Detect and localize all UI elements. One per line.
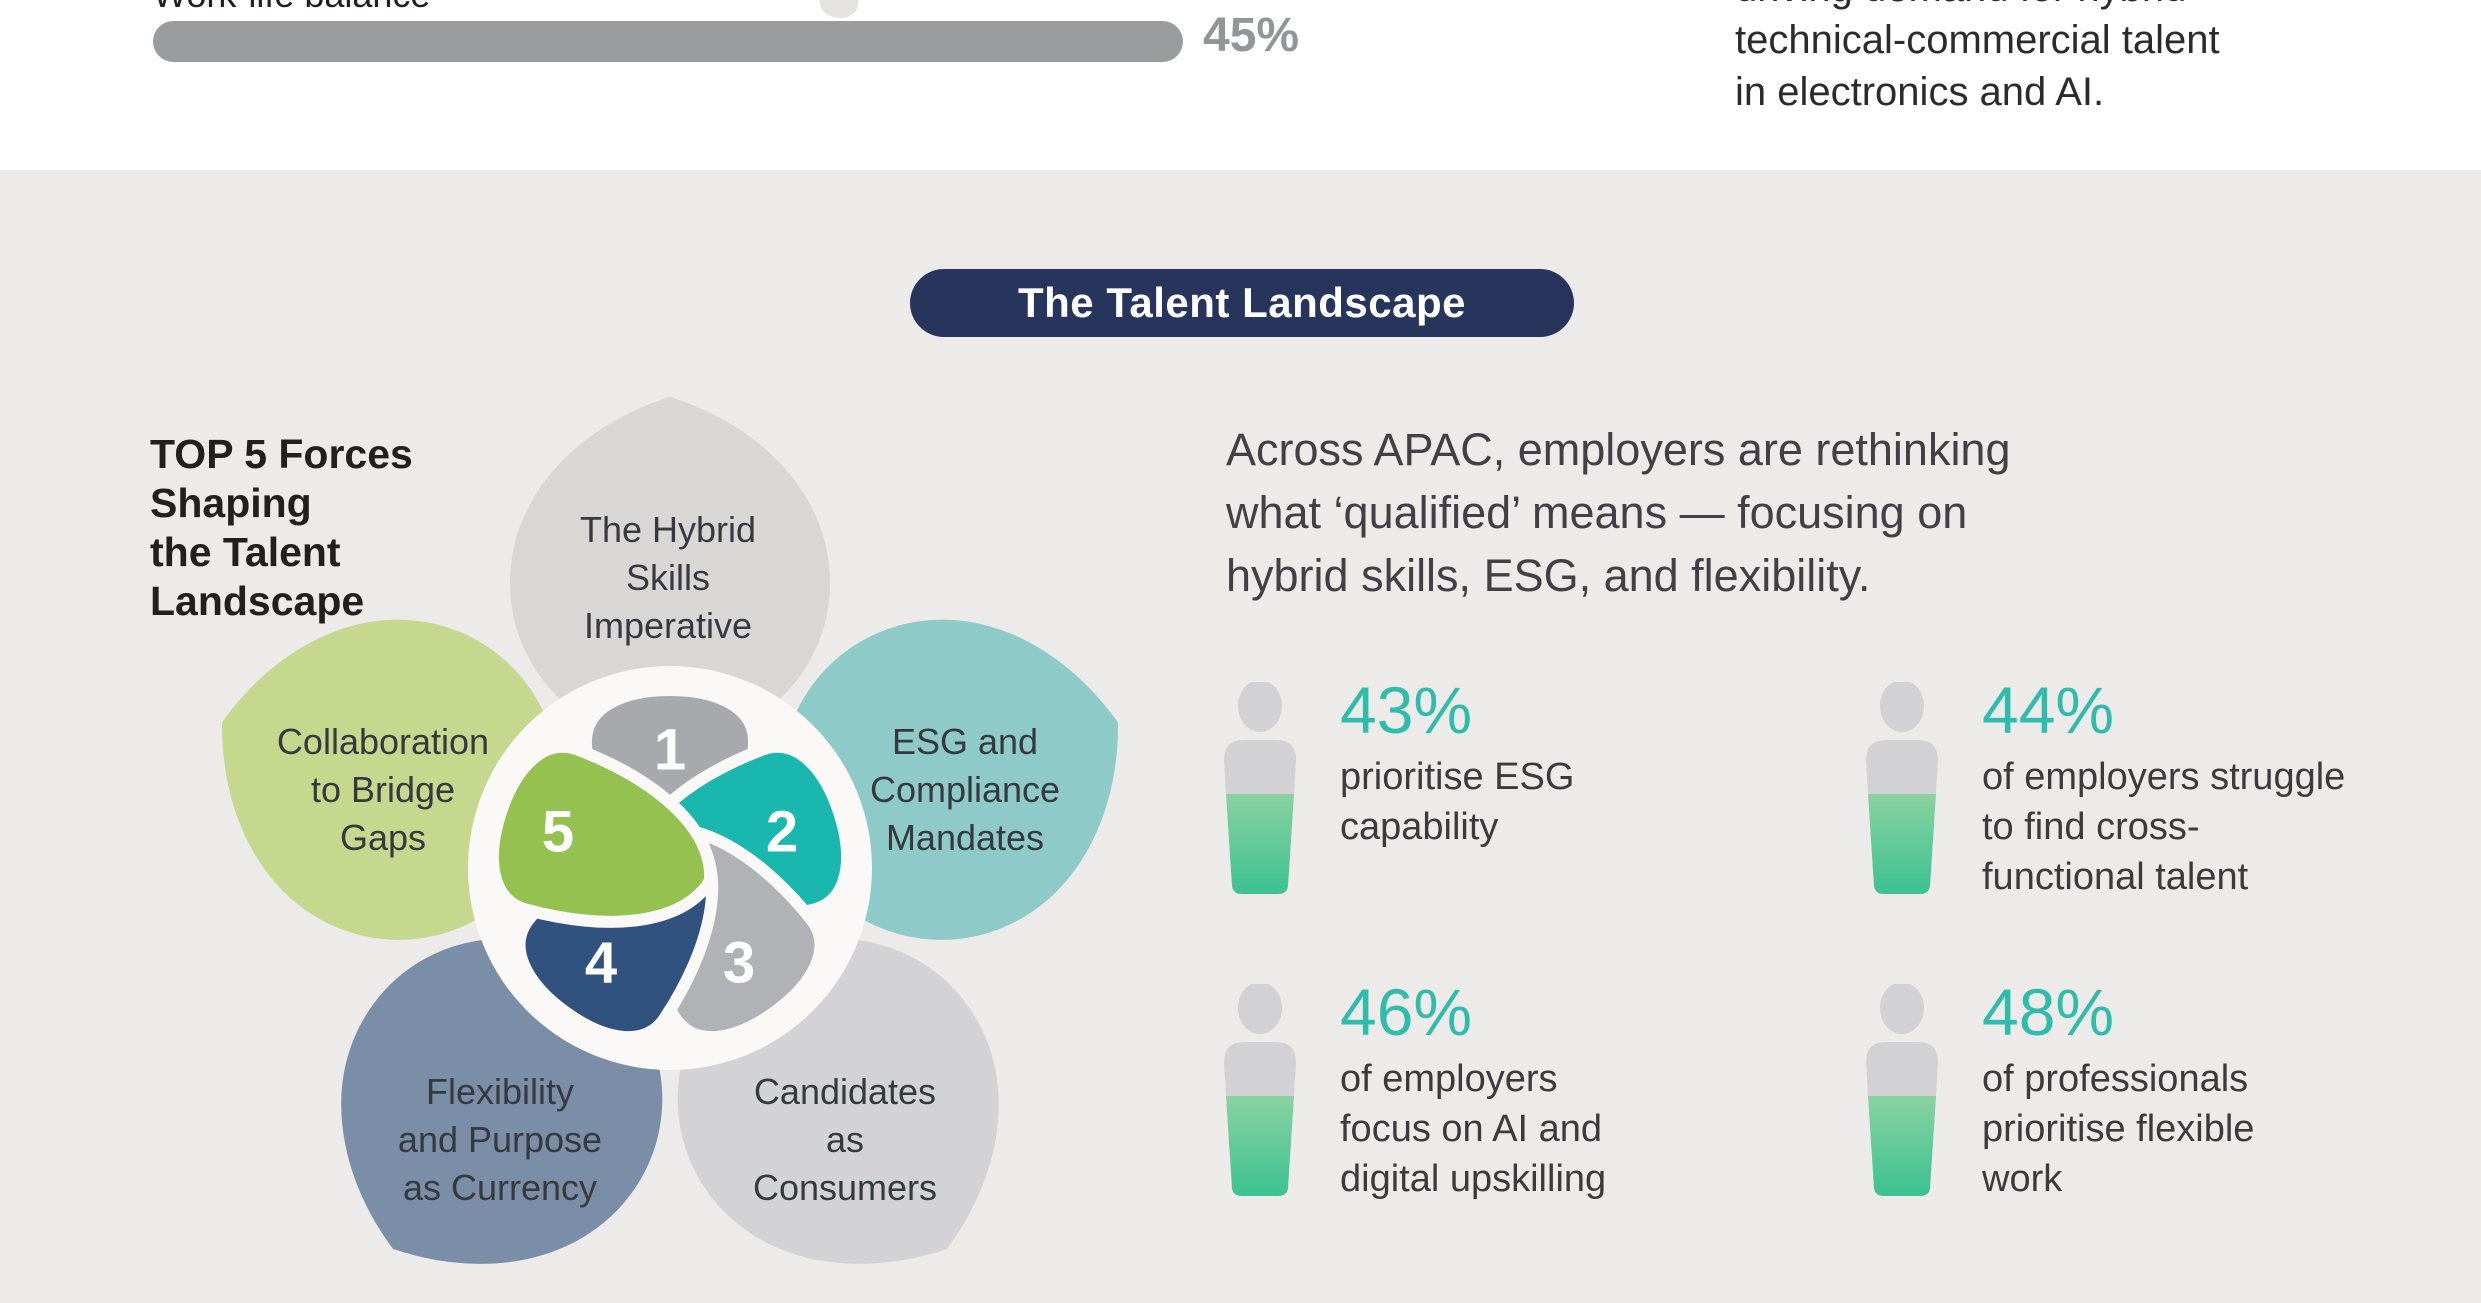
force-label-3: Candidates as Consumers bbox=[752, 1071, 938, 1208]
force-label-5: Collaboration to Bridge Gaps bbox=[276, 721, 490, 858]
stat-value: 46% bbox=[1340, 975, 1473, 1049]
intro-text: Across APAC, employers are rethinking wh… bbox=[1226, 424, 2011, 601]
stat-desc: prioritise ESG capability bbox=[1340, 756, 1575, 848]
person-icon bbox=[1866, 984, 1938, 1196]
stat-desc: of professionals prioritise flexible wor… bbox=[1982, 1058, 2255, 1200]
force-number-3: 3 bbox=[722, 930, 756, 996]
stat-block-esg: 43% prioritise ESG capability bbox=[1210, 674, 1575, 902]
top-note-line-2: technical-commercial talent bbox=[1735, 18, 2220, 62]
force-number-1: 1 bbox=[653, 717, 687, 783]
stat-block-ai-upskilling: 46% of employers focus on AI and digital… bbox=[1210, 976, 1607, 1204]
person-icon bbox=[1866, 682, 1938, 894]
top-note-clipped-line: driving demand for hybrid bbox=[1735, 0, 2220, 14]
force-number-4: 4 bbox=[584, 930, 618, 996]
person-icon bbox=[1224, 682, 1296, 894]
work-life-balance-value: 45% bbox=[1203, 9, 1300, 62]
person-icon bbox=[1224, 984, 1296, 1196]
stat-block-flexible-work: 48% of professionals prioritise flexible… bbox=[1852, 976, 2255, 1204]
force-number-2: 2 bbox=[765, 799, 799, 865]
top5-forces-flower-diagram bbox=[180, 397, 1140, 1280]
stat-value: 43% bbox=[1340, 673, 1473, 747]
force-label-4: Flexibility and Purpose as Currency bbox=[397, 1071, 603, 1208]
top-band: Work-life balance 45% driving demand for… bbox=[0, 0, 2481, 170]
work-life-balance-label: Work-life balance bbox=[153, 0, 430, 16]
section-title-pill: The Talent Landscape bbox=[910, 269, 1574, 337]
force-label-1: The Hybrid Skills Imperative bbox=[579, 509, 757, 646]
force-label-2: ESG and Compliance Mandates bbox=[869, 721, 1061, 858]
top5-heading: TOP 5 Forces Shaping the Talent Landscap… bbox=[150, 431, 413, 624]
clipped-graphic-fragment bbox=[820, 0, 858, 18]
stat-block-cross-functional: 44% of employers struggle to find cross-… bbox=[1852, 674, 2346, 902]
top-right-note: driving demand for hybrid technical-comm… bbox=[1735, 0, 2220, 118]
force-number-5: 5 bbox=[541, 799, 575, 865]
stat-desc: of employers struggle to find cross- fun… bbox=[1982, 756, 2346, 898]
work-life-balance-bar bbox=[153, 21, 1183, 62]
stat-desc: of employers focus on AI and digital ups… bbox=[1340, 1058, 1607, 1200]
stat-value: 48% bbox=[1982, 975, 2115, 1049]
section-title: The Talent Landscape bbox=[1018, 279, 1466, 326]
top-note-line-3: in electronics and AI. bbox=[1735, 70, 2105, 114]
stat-value: 44% bbox=[1982, 673, 2115, 747]
